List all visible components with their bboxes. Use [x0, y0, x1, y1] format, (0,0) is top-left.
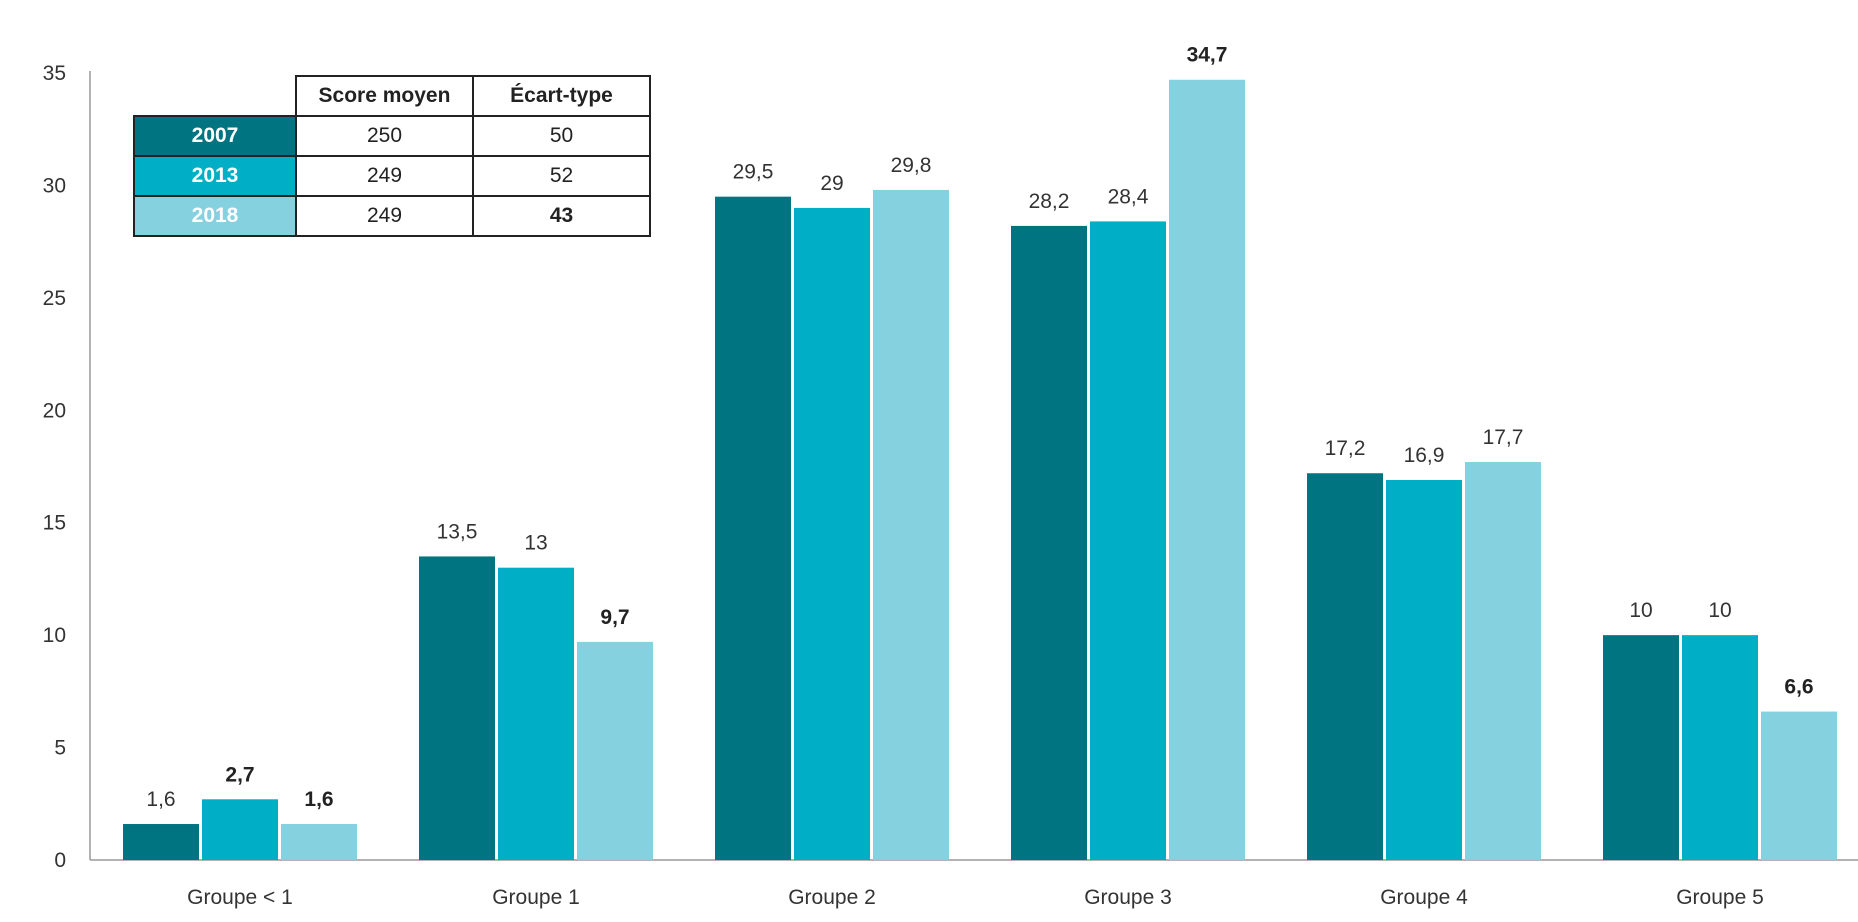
legend-ecart-2013: 52 [472, 155, 651, 197]
bar [715, 196, 791, 860]
data-label: 28,2 [1029, 190, 1070, 213]
legend-row-2007: 2007 250 50 [133, 115, 651, 157]
bar [419, 556, 495, 860]
data-label: 16,9 [1404, 444, 1445, 467]
data-labels-group: 1,6 2,7 1,6 13,5 13 9,7 29,5 29 29,8 28,2 28,4 34,7… [146, 44, 1813, 811]
bar [498, 567, 574, 860]
y-tick-label: 15 [43, 512, 66, 535]
legend-row-2018: 2018 249 43 [133, 195, 651, 237]
y-tick-label: 0 [54, 849, 66, 872]
bar [202, 799, 278, 860]
data-label: 13,5 [437, 520, 478, 543]
data-label: 1,6 [304, 788, 333, 811]
x-tick-label: Groupe 3 [1084, 886, 1172, 909]
bars-group [123, 79, 1837, 861]
data-label: 29,8 [891, 154, 932, 177]
y-tick-label: 30 [43, 174, 66, 197]
legend-year-2018: 2018 [133, 195, 297, 237]
bar [1682, 635, 1758, 860]
legend-corner-cell [134, 76, 297, 117]
bar [873, 189, 949, 860]
bar [1761, 711, 1837, 860]
legend-year-2007: 2007 [133, 115, 297, 157]
y-tick-label: 25 [43, 287, 66, 310]
legend-ecart-2018: 43 [472, 195, 651, 237]
x-tick-label: Groupe 4 [1380, 886, 1468, 909]
legend-score-2007: 250 [295, 115, 474, 157]
data-label: 29 [820, 172, 843, 195]
data-label: 13 [524, 532, 547, 555]
legend-score-2018: 249 [295, 195, 474, 237]
y-tick-label: 35 [43, 62, 66, 85]
y-axis: 0 5 10 15 20 25 30 35 [43, 62, 66, 872]
legend-header-row: Score moyen Écart-type [134, 75, 651, 117]
data-label: 34,7 [1187, 44, 1228, 67]
legend-header-score: Score moyen [295, 75, 474, 117]
data-label: 10 [1629, 599, 1652, 622]
bar [1011, 225, 1087, 861]
data-label: 17,7 [1483, 426, 1524, 449]
bar [1169, 79, 1245, 860]
bar [1307, 473, 1383, 860]
legend-year-2013: 2013 [133, 155, 297, 197]
x-axis: Groupe < 1 Groupe 1 Groupe 2 Groupe 3 Groupe… [187, 886, 1764, 909]
data-label: 9,7 [600, 606, 629, 629]
x-tick-label: Groupe 5 [1676, 886, 1764, 909]
legend-score-2013: 249 [295, 155, 474, 197]
bar [1603, 635, 1679, 860]
bar [123, 824, 199, 860]
bar [1465, 462, 1541, 860]
data-label: 6,6 [1784, 676, 1813, 699]
bar [1386, 479, 1462, 860]
y-tick-label: 10 [43, 624, 66, 647]
x-tick-label: Groupe < 1 [187, 886, 293, 909]
data-label: 17,2 [1325, 437, 1366, 460]
data-label: 1,6 [146, 788, 175, 811]
x-tick-label: Groupe 1 [492, 886, 580, 909]
x-tick-label: Groupe 2 [788, 886, 876, 909]
bar [281, 824, 357, 860]
bar [794, 207, 870, 860]
bar [1090, 221, 1166, 861]
legend-table: Score moyen Écart-type 2007 250 50 2013 … [133, 75, 651, 237]
y-tick-label: 5 [54, 737, 66, 760]
bar [577, 641, 653, 860]
data-label: 2,7 [225, 763, 254, 786]
data-label: 28,4 [1108, 185, 1149, 208]
data-label: 10 [1708, 599, 1731, 622]
legend-ecart-2007: 50 [472, 115, 651, 157]
legend-header-ecart: Écart-type [472, 75, 651, 117]
y-tick-label: 20 [43, 399, 66, 422]
legend-row-2013: 2013 249 52 [133, 155, 651, 197]
data-label: 29,5 [733, 161, 774, 184]
